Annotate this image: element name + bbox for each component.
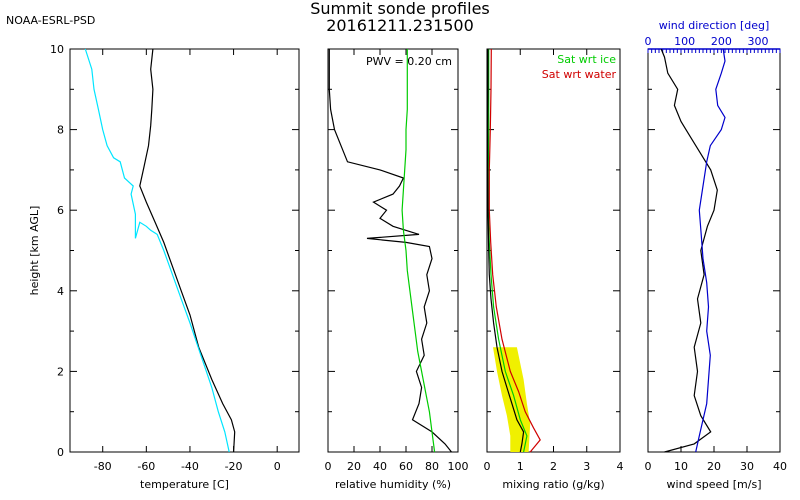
relative-humidity-xtick-label: 20: [347, 460, 361, 473]
mixing-ratio-xtick-label: 4: [617, 460, 624, 473]
relative-humidity-frame: [327, 48, 459, 453]
temperature-ytick-label: 10: [50, 43, 64, 56]
wind-xtick-label: 30: [740, 460, 754, 473]
temperature-xlabel: temperature [C]: [140, 478, 229, 491]
title-line2: 20161211.231500: [326, 16, 474, 35]
temperature-ytick-label: 8: [57, 124, 64, 137]
wind-top-tick-label: 100: [674, 35, 695, 48]
wind-top-tick-label: 200: [711, 35, 732, 48]
temperature-ytick-label: 2: [57, 365, 64, 378]
mixing-ratio-xtick-label: 1: [517, 460, 524, 473]
temperature-ytick-label: 4: [57, 285, 64, 298]
relative-humidity-annotation: PWV = 0.20 cm: [366, 55, 452, 68]
relative-humidity-series-2: [401, 49, 436, 453]
wind-series-2: [695, 48, 726, 453]
temperature-xtick-label: 0: [274, 460, 281, 473]
temperature-series-1: [139, 48, 236, 453]
wind-xtick-label: 0: [645, 460, 652, 473]
temperature-ytick-label: 6: [57, 204, 64, 217]
relative-humidity-xtick-label: 80: [425, 460, 439, 473]
wind-xtick-label: 20: [707, 460, 721, 473]
mixing-ratio-series-1: [487, 49, 528, 453]
temperature-ytick-label: 0: [57, 446, 64, 459]
temperature-frame: [69, 48, 300, 453]
wind-xtick-label: 40: [773, 460, 787, 473]
temperature-ylabel: height [km AGL]: [28, 206, 41, 296]
wind-top-label: wind direction [deg]: [659, 19, 770, 32]
temperature-xtick-label: -40: [181, 460, 199, 473]
relative-humidity-series-1: [328, 49, 452, 453]
mixing-ratio-legend-1: Sat wrt ice: [557, 53, 616, 66]
temperature-series-2: [84, 48, 230, 453]
mixing-ratio-xtick-label: 3: [583, 460, 590, 473]
wind-xlabel: wind speed [m/s]: [667, 478, 762, 491]
wind-series-1: [660, 48, 718, 453]
mixing-ratio-series-2: [488, 48, 541, 453]
relative-humidity-xtick-label: 100: [448, 460, 469, 473]
temperature-xtick-label: -80: [94, 460, 112, 473]
relative-humidity-xtick-label: 0: [325, 460, 332, 473]
wind-top-tick-label: 300: [748, 35, 769, 48]
mixing-ratio-xtick-label: 0: [484, 460, 491, 473]
mixing-ratio-legend-2: Sat wrt water: [542, 68, 617, 81]
mixing-ratio-spread-band: [493, 347, 531, 452]
wind-xtick-label: 10: [674, 460, 688, 473]
wind-frame: [647, 48, 781, 453]
mixing-ratio-xtick-label: 2: [550, 460, 557, 473]
relative-humidity-xtick-label: 60: [399, 460, 413, 473]
title-line1: Summit sonde profiles: [310, 0, 490, 18]
wind-top-tick-label: 0: [645, 35, 652, 48]
temperature-xtick-label: -60: [137, 460, 155, 473]
relative-humidity-xlabel: relative humidity (%): [335, 478, 451, 491]
org-label: NOAA-ESRL-PSD: [6, 14, 95, 27]
temperature-xtick-label: -20: [225, 460, 243, 473]
mixing-ratio-series-3: [487, 49, 525, 453]
relative-humidity-xtick-label: 40: [373, 460, 387, 473]
mixing-ratio-xlabel: mixing ratio (g/kg): [502, 478, 604, 491]
